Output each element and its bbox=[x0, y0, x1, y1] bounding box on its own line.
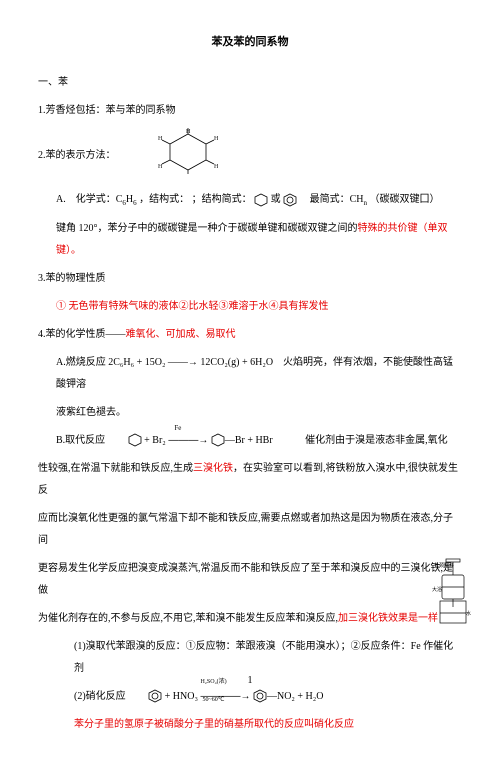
svg-text:H: H bbox=[214, 164, 218, 170]
svg-text:水: 水 bbox=[466, 610, 471, 617]
benzene-reactant-icon bbox=[128, 433, 142, 447]
l4-red: 难氧化、可加成、易取代 bbox=[126, 329, 236, 340]
l4b-label: B.取代反应 bbox=[56, 435, 105, 446]
svg-text:H: H bbox=[158, 136, 163, 142]
line-4: 4.苯的化学性质——难氧化、可加成、易取代 bbox=[38, 324, 462, 346]
l4b-p4: 为催化剂存在的,不参与反应,不用它,苯和溴不能发生反应苯和溴反应, bbox=[38, 613, 338, 624]
line-3-red: ① 无色带有特殊气味的液体②比水轻③难溶于水④具有挥发性 bbox=[56, 296, 462, 318]
l2a-mid: ，结构式： bbox=[139, 194, 189, 205]
l4c2-label: (2)硝化反应 bbox=[74, 691, 126, 702]
svg-text:长颈漏斗: 长颈漏斗 bbox=[434, 562, 454, 569]
svg-text:H: H bbox=[158, 164, 163, 170]
page-title: 苯及苯的同系物 bbox=[38, 30, 462, 54]
l4c2-temp: 50~60℃ bbox=[202, 694, 224, 707]
line-4a1: A.燃烧反应 2C₆H₆ + 15O₂ ——→ 12CO₂(g) + 6H₂O … bbox=[56, 352, 462, 396]
line-4b-p1: 性较强,在常温下就能和铁反应,生成三溴化铁，在实验室可以看到,将铁粉放入溴水中,… bbox=[38, 458, 462, 502]
svg-text:大浴: 大浴 bbox=[432, 586, 442, 593]
line-2b: 键角 120°，苯分子中的碳碳键是一种介于碳碳单键和碳碳双键之间的特殊的共价键（… bbox=[56, 218, 462, 262]
l4c2-eq2: —NO₂ + H₂O bbox=[267, 691, 324, 702]
l4b-eq-tail: —Br + HBr bbox=[225, 435, 273, 446]
l2a-last: 最简式：CH bbox=[310, 194, 364, 205]
l2b-text: 键角 120°，苯分子中的碳碳键是一种介于碳碳单键和碳碳双键之间的 bbox=[56, 223, 358, 234]
benzene-hex-icon bbox=[254, 193, 268, 207]
line-1: 1.芳香烃包括：苯与苯的同系物 bbox=[38, 100, 462, 122]
line-4b: B.取代反应 + Br₂ Fe———→ —Br + HBr 催化剂由于溴是液态非… bbox=[56, 430, 462, 452]
l2a-mid2: ；结构简式： bbox=[192, 194, 252, 205]
line-4b-p2: 应而比溴氧化性更强的氯气常温下却不能和铁反应,需要点燃或者加热这是因为物质在液态… bbox=[38, 508, 462, 552]
line-4b-p4: 为催化剂存在的,不参与反应,不用它,苯和溴不能发生反应苯和溴反应,加三溴化铁效果… bbox=[38, 608, 462, 630]
bromobenzene-icon bbox=[211, 433, 225, 447]
benzene-ring-icon bbox=[283, 193, 297, 207]
l4b-p4-red: 加三溴化铁效果是一样 bbox=[338, 613, 438, 624]
line-3: 3.苯的物理性质 bbox=[38, 268, 462, 290]
line-4b-p3: 更容易发生化学反应把溴变成溴蒸汽,常温反而不能和铁反应了至于苯和溴反应中的三溴化… bbox=[38, 558, 462, 602]
l4-text: 4.苯的化学性质—— bbox=[38, 329, 126, 340]
line-4c3-red: 苯分子里的氢原子被硝酸分子里的硝基所取代的反应叫硝化反应 bbox=[74, 714, 462, 736]
l4b-p1: 性较强,在常温下就能和铁反应,生成 bbox=[38, 463, 193, 474]
l4b-tail: 催化剂由于溴是液态非金属,氧化 bbox=[275, 435, 448, 446]
l2a-or: 或 bbox=[271, 194, 281, 205]
l4b-eq-mid: + Br₂ bbox=[142, 435, 169, 446]
l4b-catalyst: Fe bbox=[174, 421, 181, 436]
l4b-p1-red: 三溴化铁 bbox=[193, 463, 233, 474]
svg-text:H: H bbox=[186, 129, 191, 135]
benzene-structural-formula: H H H H H bbox=[158, 128, 218, 183]
line-2: 2.苯的表示方法： H H H H H bbox=[38, 128, 462, 183]
svg-text:H: H bbox=[214, 136, 218, 142]
line-4a2: 液紫红色褪去。 bbox=[56, 402, 462, 424]
l2a-pre: A. 化学式：C bbox=[56, 194, 122, 205]
apparatus-diagram: 长颈漏斗 大浴 水 bbox=[432, 557, 474, 636]
heading-1: 一、苯 bbox=[38, 72, 462, 94]
l4c2-eq1: + HNO₃ bbox=[162, 691, 200, 702]
page-number: 1 bbox=[0, 670, 500, 692]
line-2a: A. 化学式：C6H6 ，结构式： ；结构简式： 或 最简式：CHn （碳碳双键… bbox=[56, 189, 462, 211]
l2a-tail: （碳碳双键囗） bbox=[370, 194, 440, 205]
l2-text: 2.苯的表示方法： bbox=[38, 150, 116, 161]
